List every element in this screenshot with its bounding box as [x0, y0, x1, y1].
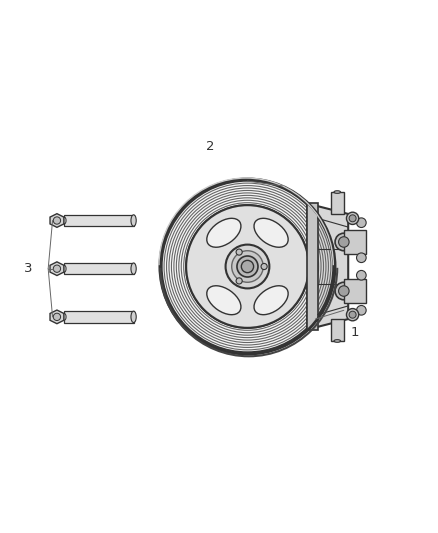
- Circle shape: [346, 212, 359, 224]
- Circle shape: [357, 270, 366, 280]
- Ellipse shape: [207, 286, 241, 314]
- Circle shape: [335, 233, 353, 251]
- Text: 1: 1: [350, 326, 359, 338]
- Circle shape: [346, 309, 359, 321]
- Circle shape: [241, 260, 254, 273]
- Ellipse shape: [334, 340, 340, 342]
- Polygon shape: [50, 214, 64, 228]
- Ellipse shape: [63, 313, 66, 320]
- Circle shape: [335, 282, 353, 300]
- Circle shape: [349, 215, 356, 222]
- Circle shape: [357, 253, 366, 263]
- Circle shape: [357, 218, 366, 228]
- Ellipse shape: [254, 286, 288, 314]
- Ellipse shape: [131, 311, 136, 322]
- Text: 3: 3: [25, 262, 33, 275]
- Circle shape: [349, 311, 356, 318]
- Circle shape: [261, 263, 267, 270]
- Polygon shape: [344, 230, 366, 254]
- Circle shape: [53, 265, 60, 272]
- Circle shape: [237, 256, 258, 277]
- Circle shape: [236, 278, 242, 284]
- Ellipse shape: [131, 263, 136, 274]
- Polygon shape: [64, 215, 134, 226]
- Ellipse shape: [63, 265, 66, 272]
- Polygon shape: [307, 204, 348, 329]
- Polygon shape: [50, 262, 64, 276]
- Circle shape: [186, 205, 309, 328]
- Polygon shape: [331, 192, 344, 214]
- Ellipse shape: [254, 219, 288, 247]
- Ellipse shape: [63, 217, 66, 224]
- Polygon shape: [64, 263, 134, 274]
- Polygon shape: [50, 310, 64, 324]
- Circle shape: [339, 237, 349, 247]
- Polygon shape: [64, 311, 134, 322]
- Circle shape: [158, 177, 337, 356]
- Circle shape: [232, 251, 263, 282]
- Circle shape: [357, 305, 366, 315]
- Polygon shape: [344, 279, 366, 303]
- Polygon shape: [307, 204, 318, 329]
- Polygon shape: [331, 319, 344, 341]
- Ellipse shape: [334, 191, 340, 193]
- Circle shape: [53, 217, 60, 224]
- Circle shape: [236, 249, 242, 255]
- Circle shape: [53, 313, 60, 320]
- Circle shape: [339, 286, 349, 296]
- Ellipse shape: [207, 219, 241, 247]
- Text: 2: 2: [206, 140, 215, 152]
- Ellipse shape: [131, 215, 136, 226]
- Circle shape: [226, 245, 269, 288]
